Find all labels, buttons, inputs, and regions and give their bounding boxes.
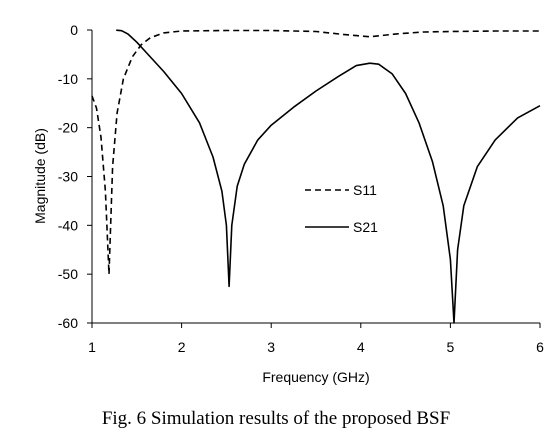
y-tick-label: -40 xyxy=(58,217,78,233)
x-axis-title: Frequency (GHz) xyxy=(262,369,369,385)
legend: S11 S21 xyxy=(305,182,378,235)
x-tick-label: 6 xyxy=(536,339,544,355)
y-tick-label: -50 xyxy=(58,266,78,282)
series-layer xyxy=(91,29,541,324)
series-line-s21 xyxy=(116,29,541,324)
x-tick-label: 5 xyxy=(447,339,455,355)
y-tick-label: 0 xyxy=(70,22,78,38)
y-tick-label: -20 xyxy=(58,120,78,136)
y-axis-title: Magnitude (dB) xyxy=(32,128,48,224)
x-tick-label: 3 xyxy=(267,339,275,355)
figure-caption: Fig. 6 Simulation results of the propose… xyxy=(102,408,450,429)
legend-label-s11: S11 xyxy=(353,182,377,198)
y-tick-label: -60 xyxy=(58,315,78,331)
y-tick-label: -10 xyxy=(58,71,78,87)
x-tick-label: 4 xyxy=(357,339,365,355)
y-axis-ticks: 0 -10 -20 -30 -40 -50 -60 xyxy=(58,22,92,331)
x-tick-label: 1 xyxy=(88,339,96,355)
legend-label-s21: S21 xyxy=(353,219,378,235)
plot-area xyxy=(91,30,540,324)
x-tick-label: 2 xyxy=(178,339,186,355)
series-line-s11 xyxy=(91,29,540,275)
y-tick-label: -30 xyxy=(58,169,78,185)
x-axis-ticks: 1 2 3 4 5 6 xyxy=(88,323,544,355)
